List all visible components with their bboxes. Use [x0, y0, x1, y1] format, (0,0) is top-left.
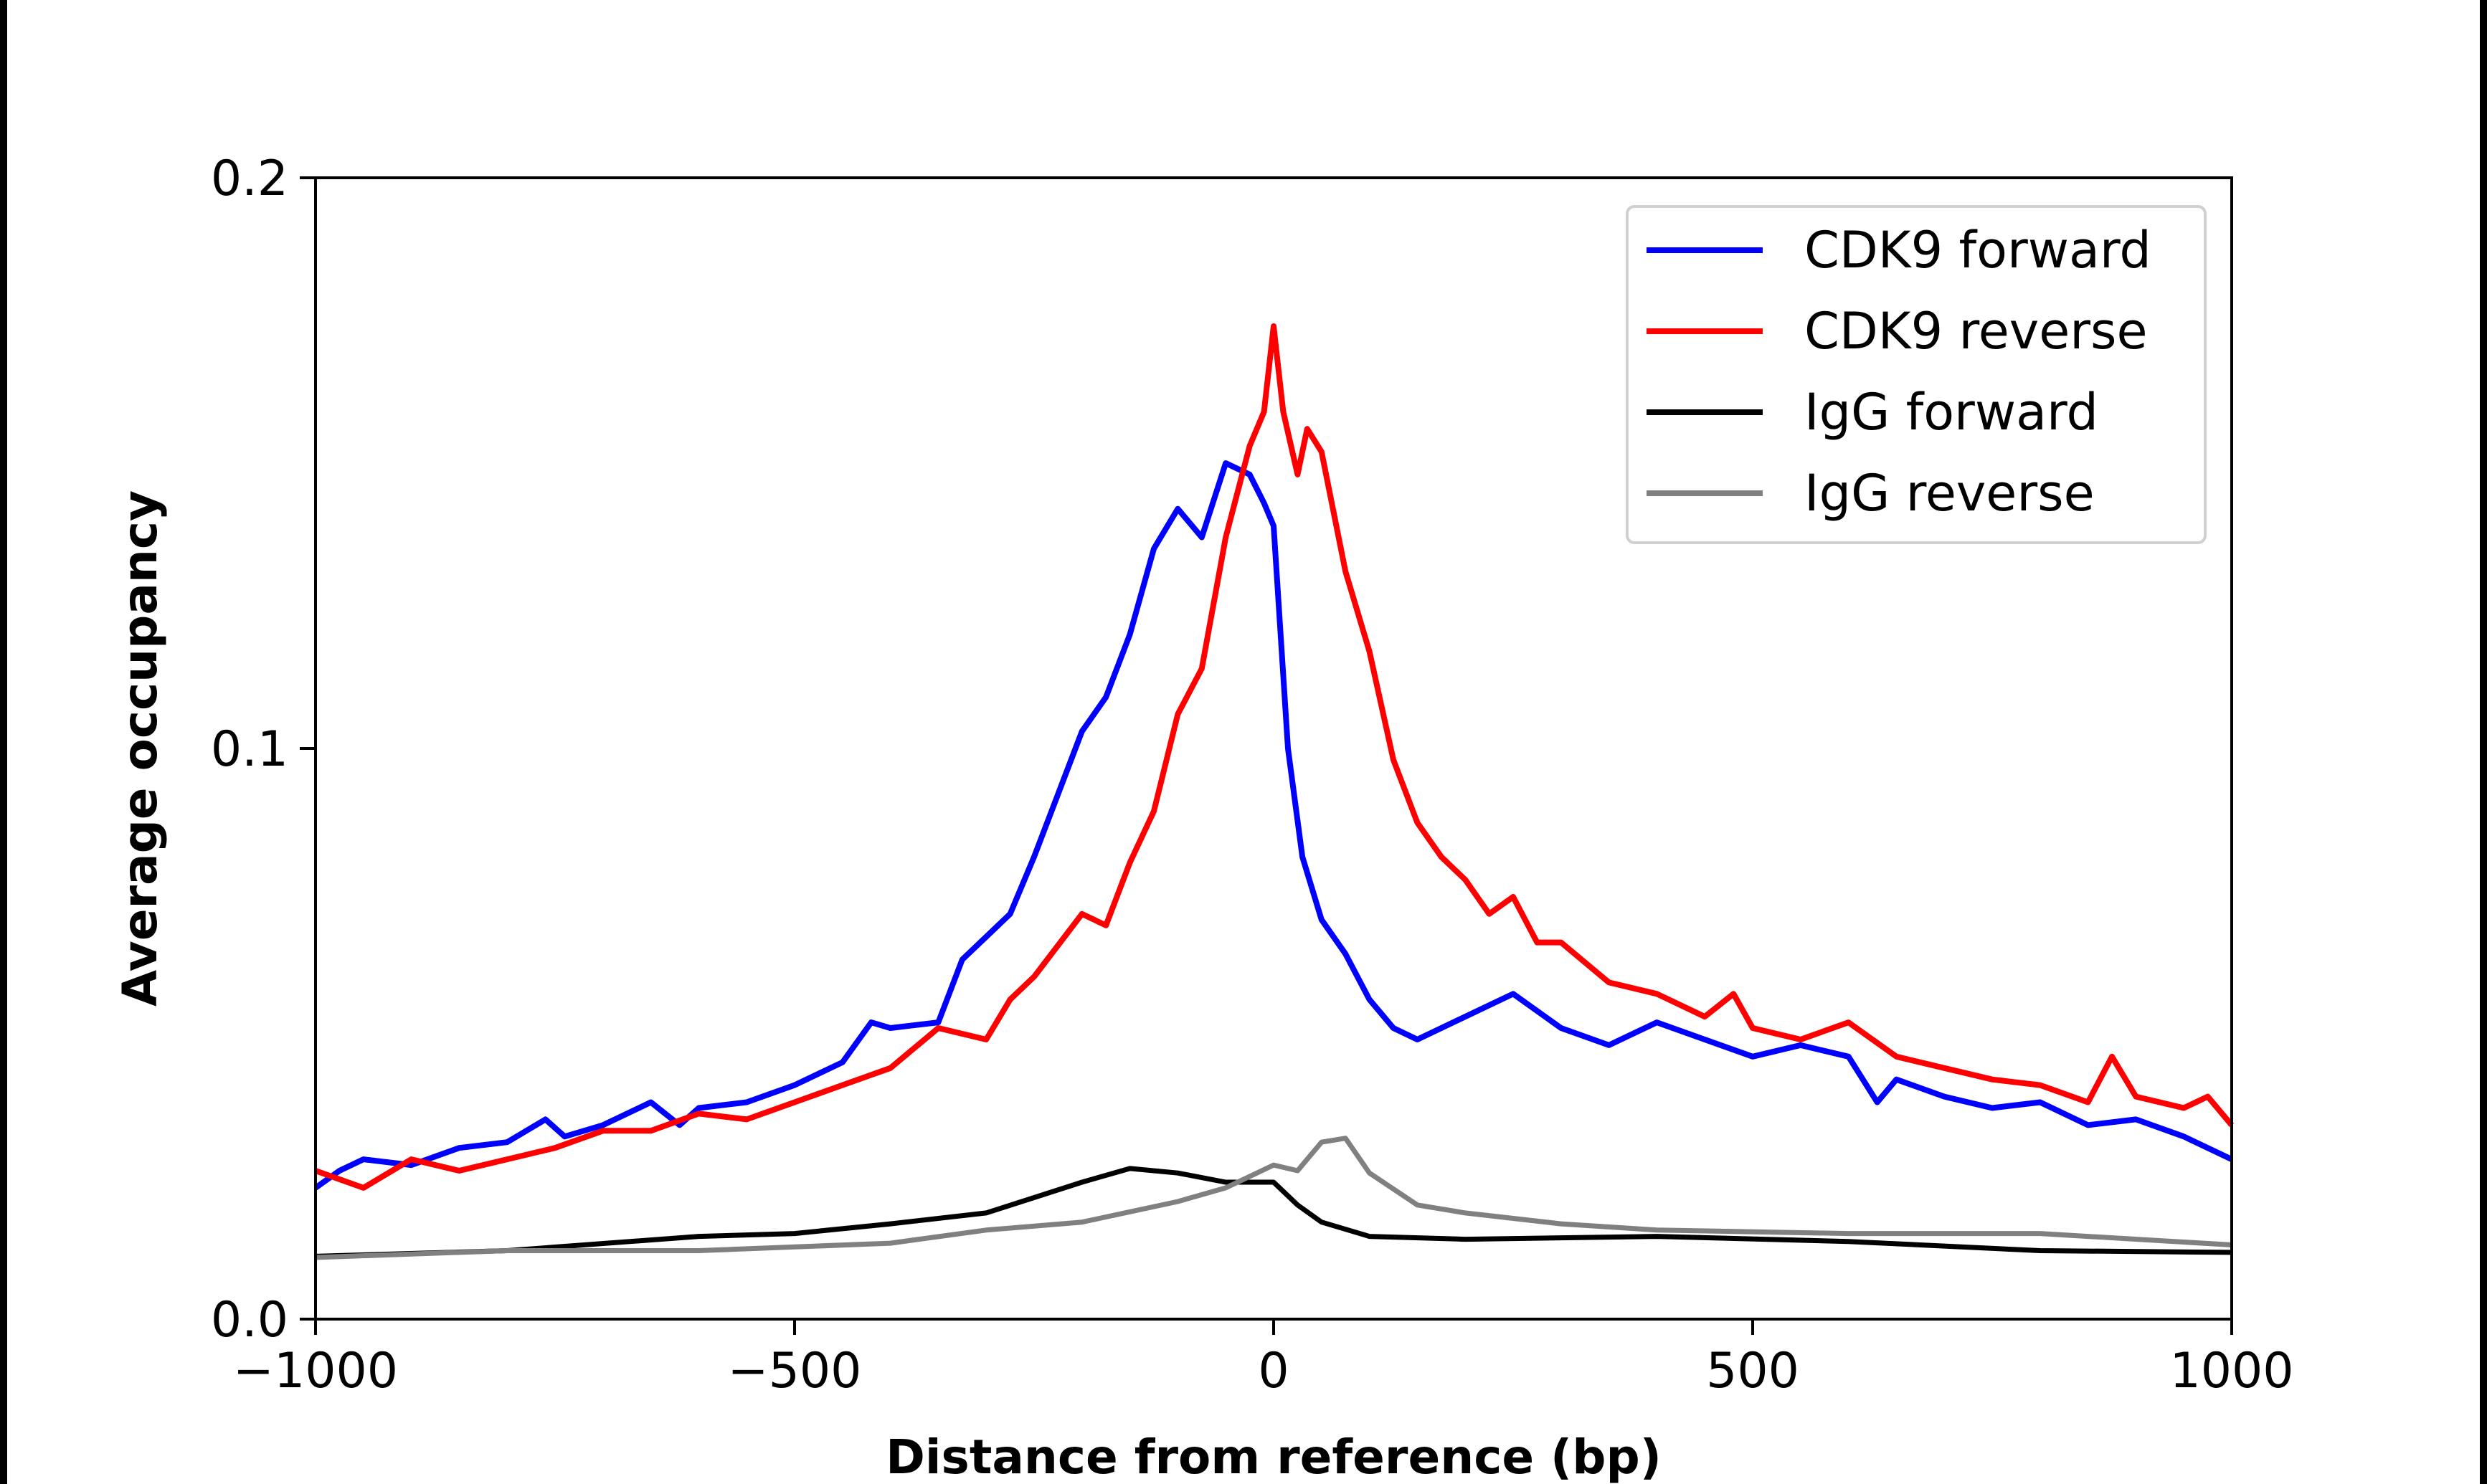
legend-label: CDK9 forward	[1804, 221, 2151, 280]
series-line-igg-forward	[315, 1166, 2232, 1259]
legend: CDK9 forward CDK9 reverse IgG forward IgG r…	[1626, 205, 2207, 544]
legend-label: IgG forward	[1804, 383, 2098, 442]
series-line-cdk9-reverse	[314, 323, 2235, 1191]
left-border	[0, 0, 7, 1484]
x-ticks: −1000 −500 0 500 1000	[233, 1319, 2294, 1399]
y-ticks: 0.0 0.1 0.2	[211, 151, 316, 1349]
series-line-cdk9-forward	[313, 460, 2233, 1191]
series-layer	[313, 323, 2235, 1260]
x-tick-label: 0	[1258, 1343, 1289, 1399]
legend-label: IgG reverse	[1804, 464, 2095, 523]
y-tick-label: 0.1	[211, 721, 288, 778]
y-axis-label: Average occupancy	[113, 490, 168, 1007]
y-tick-label: 0.2	[211, 151, 288, 207]
right-border	[2480, 0, 2487, 1484]
x-tick-label: −500	[728, 1343, 862, 1399]
legend-label: CDK9 reverse	[1804, 302, 2148, 361]
series-line-igg-reverse	[315, 1136, 2232, 1260]
x-tick-label: −1000	[233, 1343, 398, 1399]
x-tick-label: 1000	[2169, 1343, 2293, 1399]
legend-box	[1626, 205, 2207, 544]
x-axis-label: Distance from reference (bp)	[886, 1430, 1662, 1484]
x-tick-label: 500	[1706, 1343, 1799, 1399]
y-tick-label: 0.0	[211, 1292, 288, 1349]
